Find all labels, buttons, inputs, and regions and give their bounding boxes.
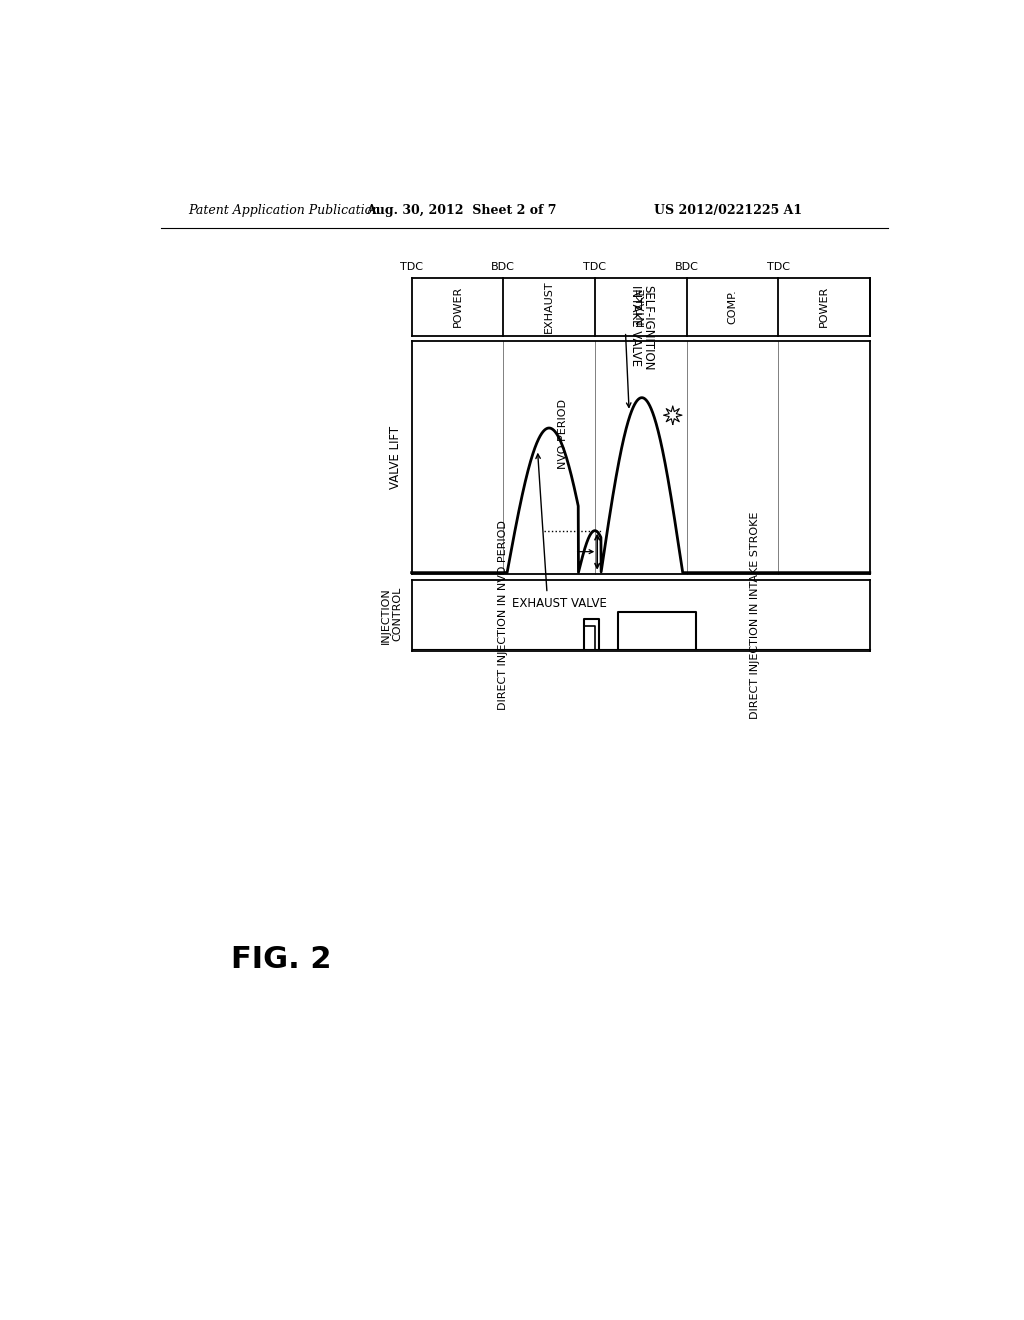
Text: EXHAUST VALVE: EXHAUST VALVE (512, 598, 607, 610)
Text: EXHAUST: EXHAUST (544, 280, 554, 333)
Text: SELF-IGNITION: SELF-IGNITION (641, 285, 654, 371)
Polygon shape (664, 407, 682, 425)
Text: BDC: BDC (492, 261, 515, 272)
Text: TDC: TDC (767, 261, 790, 272)
Text: BDC: BDC (675, 261, 698, 272)
Text: POWER: POWER (453, 286, 463, 327)
Text: COMP.: COMP. (727, 289, 737, 323)
Text: INTAKE VALVE: INTAKE VALVE (630, 285, 642, 367)
Text: TDC: TDC (400, 261, 423, 272)
Text: Patent Application Publication: Patent Application Publication (188, 205, 381, 218)
Text: INTAKE: INTAKE (636, 286, 646, 326)
Text: DIRECT INJECTION IN NVO PERIOD: DIRECT INJECTION IN NVO PERIOD (499, 520, 508, 710)
Text: POWER: POWER (819, 286, 829, 327)
Text: DIRECT INJECTION IN INTAKE STROKE: DIRECT INJECTION IN INTAKE STROKE (751, 512, 761, 719)
Text: VALVE LIFT: VALVE LIFT (389, 426, 402, 490)
Text: Aug. 30, 2012  Sheet 2 of 7: Aug. 30, 2012 Sheet 2 of 7 (367, 205, 557, 218)
Text: TDC: TDC (584, 261, 606, 272)
Text: NVO PERIOD: NVO PERIOD (558, 400, 567, 470)
Text: INJECTION
CONTROL: INJECTION CONTROL (381, 587, 402, 644)
Text: FIG. 2: FIG. 2 (230, 945, 331, 974)
Text: US 2012/0221225 A1: US 2012/0221225 A1 (654, 205, 802, 218)
